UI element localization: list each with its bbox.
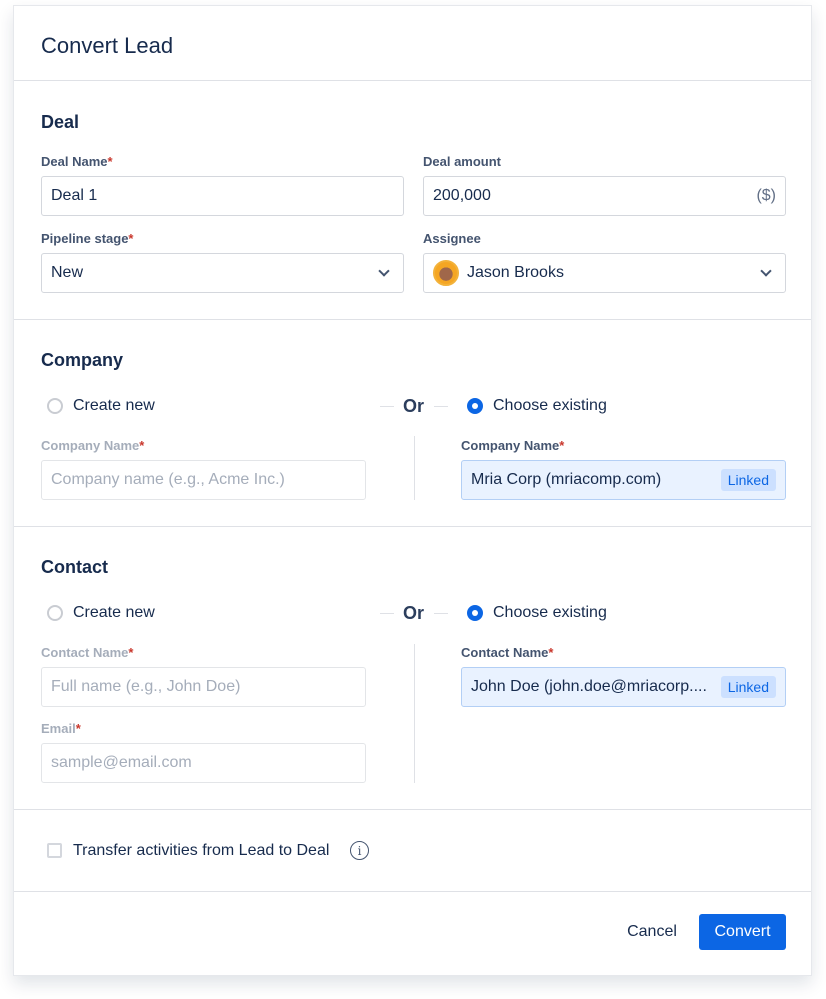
dialog-title: Convert Lead [41,33,174,58]
placeholder: sample@email.com [51,754,192,771]
email-input[interactable]: sample@email.com [41,743,366,783]
email-label: Email* [41,721,81,736]
avatar [433,260,459,286]
divider [14,80,811,81]
deal-name-label: Deal Name* [41,154,113,169]
or-label: Or [403,396,425,416]
contact-heading: Contact [41,557,108,577]
company-choose-existing-label: Choose existing [493,397,607,414]
pipeline-stage-value: New [51,264,84,281]
divider [14,526,811,527]
pipeline-stage-label: Pipeline stage* [41,231,134,246]
chevron-down-icon [378,265,390,277]
or-label: Or [403,603,425,623]
deal-name-input[interactable]: Deal 1 [41,176,404,216]
currency-suffix: ($) [756,187,776,204]
divider [380,406,394,407]
contact-value: John Doe (john.doe@mriacorp.... [471,678,707,695]
company-create-new-radio[interactable] [47,398,63,414]
divider [380,613,394,614]
company-heading: Company [41,350,124,370]
placeholder: Company name (e.g., Acme Inc.) [51,471,285,488]
contact-create-new-radio[interactable] [47,605,63,621]
divider [14,891,811,892]
divider [14,319,811,320]
divider [434,613,448,614]
linked-badge: Linked [720,676,776,698]
deal-amount-label: Deal amount [423,154,502,169]
deal-name-value: Deal 1 [51,187,98,204]
info-icon[interactable]: i [350,841,369,860]
contact-create-new-label: Create new [73,604,155,621]
assignee-label: Assignee [423,231,481,246]
deal-amount-input[interactable]: 200,000 ($) [423,176,786,216]
new-company-name-input[interactable]: Company name (e.g., Acme Inc.) [41,460,366,500]
company-choose-existing-radio[interactable] [467,398,483,414]
company-create-new-label: Create new [73,397,155,414]
divider [434,406,448,407]
pipeline-stage-select[interactable]: New [41,253,404,293]
existing-contact-select[interactable]: John Doe (john.doe@mriacorp.... Linked [461,667,786,707]
convert-button[interactable]: Convert [699,914,786,950]
assignee-value: Jason Brooks [467,264,564,281]
assignee-select[interactable]: Jason Brooks [423,253,786,293]
transfer-activities-checkbox[interactable] [47,843,62,858]
chevron-down-icon [760,265,772,277]
new-company-name-label: Company Name* [41,438,145,453]
linked-badge: Linked [720,469,776,491]
new-contact-name-input[interactable]: Full name (e.g., John Doe) [41,667,366,707]
contact-choose-existing-radio[interactable] [467,605,483,621]
existing-company-select[interactable]: Mria Corp (mriacomp.com) Linked [461,460,786,500]
transfer-activities-label: Transfer activities from Lead to Deal [73,842,330,859]
contact-choose-existing-label: Choose existing [493,604,607,621]
placeholder: Full name (e.g., John Doe) [51,678,241,695]
divider [414,644,415,783]
divider [14,809,811,810]
company-value: Mria Corp (mriacomp.com) [471,471,662,488]
new-contact-name-label: Contact Name* [41,645,134,660]
deal-amount-value: 200,000 [433,187,491,204]
divider [414,436,415,500]
convert-lead-dialog: Convert Lead Deal Deal Name* Deal 1 Deal… [13,5,812,976]
existing-contact-name-label: Contact Name* [461,645,554,660]
cancel-button[interactable]: Cancel [627,923,677,940]
existing-company-name-label: Company Name* [461,438,565,453]
deal-heading: Deal [41,112,80,132]
